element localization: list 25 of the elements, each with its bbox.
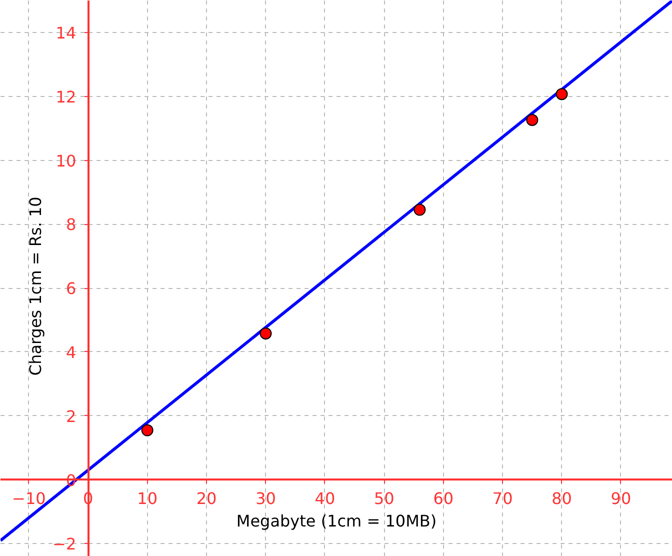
point xyxy=(414,204,426,216)
point xyxy=(526,114,538,126)
x-tick-label: 70 xyxy=(492,488,513,508)
y-tick-label: 8 xyxy=(66,215,76,234)
x-tick-label: 10 xyxy=(137,488,158,508)
x-tick-label: 80 xyxy=(552,488,572,508)
x-tick-label: 90 xyxy=(610,488,632,508)
point xyxy=(556,88,568,100)
x-tick-label: −10 xyxy=(12,488,46,508)
x-tick-label: 30 xyxy=(256,488,276,508)
y-tick-label: 2 xyxy=(66,406,76,426)
y-tick-label: 14 xyxy=(56,23,76,42)
point xyxy=(260,327,272,340)
y-tick-label: −2 xyxy=(52,534,76,554)
y-tick-label: 10 xyxy=(56,151,76,170)
x-tick-label: 60 xyxy=(433,488,454,508)
x-tick-label: 50 xyxy=(374,488,394,508)
y-tick-label: 12 xyxy=(56,87,76,106)
x-axis-title: Megabyte (1cm = 10MB) xyxy=(236,512,437,530)
x-tick-label: 20 xyxy=(196,488,217,508)
point xyxy=(141,424,154,436)
y-tick-label: 4 xyxy=(66,342,76,362)
y-tick-label: 6 xyxy=(66,279,76,298)
x-tick-label: 40 xyxy=(314,488,336,508)
y-axis-title: Charges 1cm = Rs. 10 xyxy=(26,196,45,376)
